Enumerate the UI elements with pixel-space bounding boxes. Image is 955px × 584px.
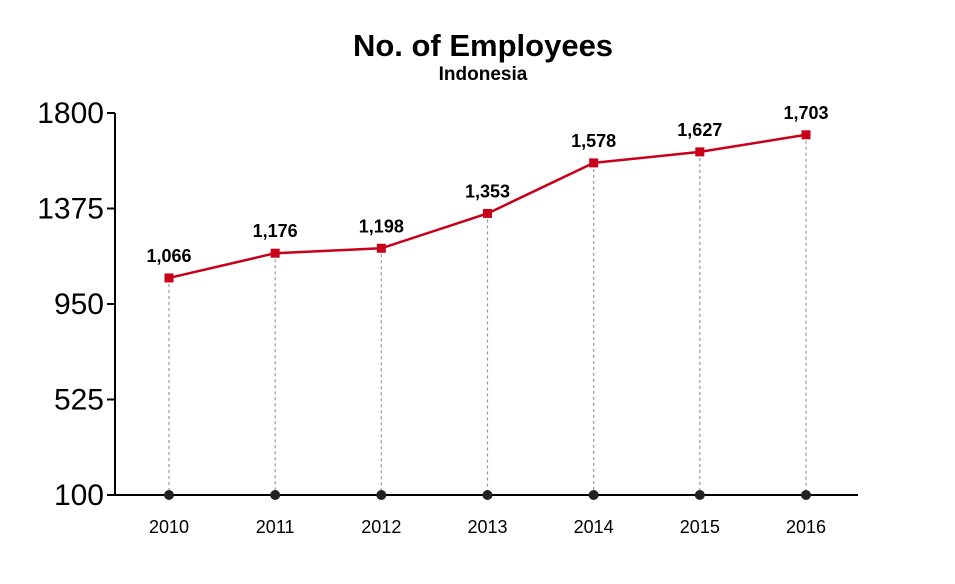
x-tick-label: 2011	[256, 517, 295, 537]
baseline-marker	[801, 490, 811, 500]
x-tick-label: 2014	[574, 517, 614, 537]
data-label: 1,353	[465, 181, 510, 201]
baseline-marker	[270, 490, 281, 500]
data-point	[695, 147, 705, 157]
data-label: 1,066	[146, 246, 191, 266]
data-point	[483, 208, 492, 218]
x-tick-label: 2012	[361, 517, 401, 537]
data-point	[164, 273, 174, 283]
x-tick-label: 2013	[467, 517, 507, 537]
x-axis-ticks: 2010 2011 2012 2013 2014 2015 2016	[149, 517, 826, 537]
data-label: 1,627	[677, 120, 722, 140]
y-tick-label: 1375	[37, 193, 104, 226]
data-point	[801, 130, 811, 140]
series-line-group	[164, 130, 811, 283]
y-tick-label: 100	[54, 479, 104, 512]
baseline-marker	[164, 490, 174, 500]
data-labels: 1,066 1,176 1,198 1,353 1,578 1,627 1,703	[146, 103, 828, 266]
chart-title: No. of Employees	[352, 28, 614, 63]
x-tick-label: 2015	[680, 517, 720, 537]
data-label: 1,176	[253, 221, 298, 241]
y-tick-label: 950	[54, 288, 104, 321]
y-tick-label: 1800	[37, 97, 104, 130]
y-axis-ticks: 1800 1375 950 525 100	[37, 97, 115, 512]
axes	[114, 113, 858, 496]
data-point	[589, 158, 599, 168]
data-label: 1,198	[359, 216, 404, 236]
x-tick-label: 2010	[149, 517, 189, 537]
baseline-marker	[588, 490, 599, 500]
baseline-marker	[376, 490, 387, 500]
x-tick-label: 2016	[786, 517, 826, 537]
baseline-markers	[164, 490, 811, 500]
baseline-marker	[482, 490, 493, 500]
data-label: 1,578	[571, 131, 616, 151]
data-label: 1,703	[783, 103, 828, 123]
y-tick-label: 525	[54, 384, 104, 417]
baseline-marker	[694, 490, 705, 500]
drop-lines	[168, 134, 807, 495]
chart-subtitle: Indonesia	[438, 64, 528, 85]
data-point	[270, 248, 280, 258]
data-point	[376, 243, 386, 253]
